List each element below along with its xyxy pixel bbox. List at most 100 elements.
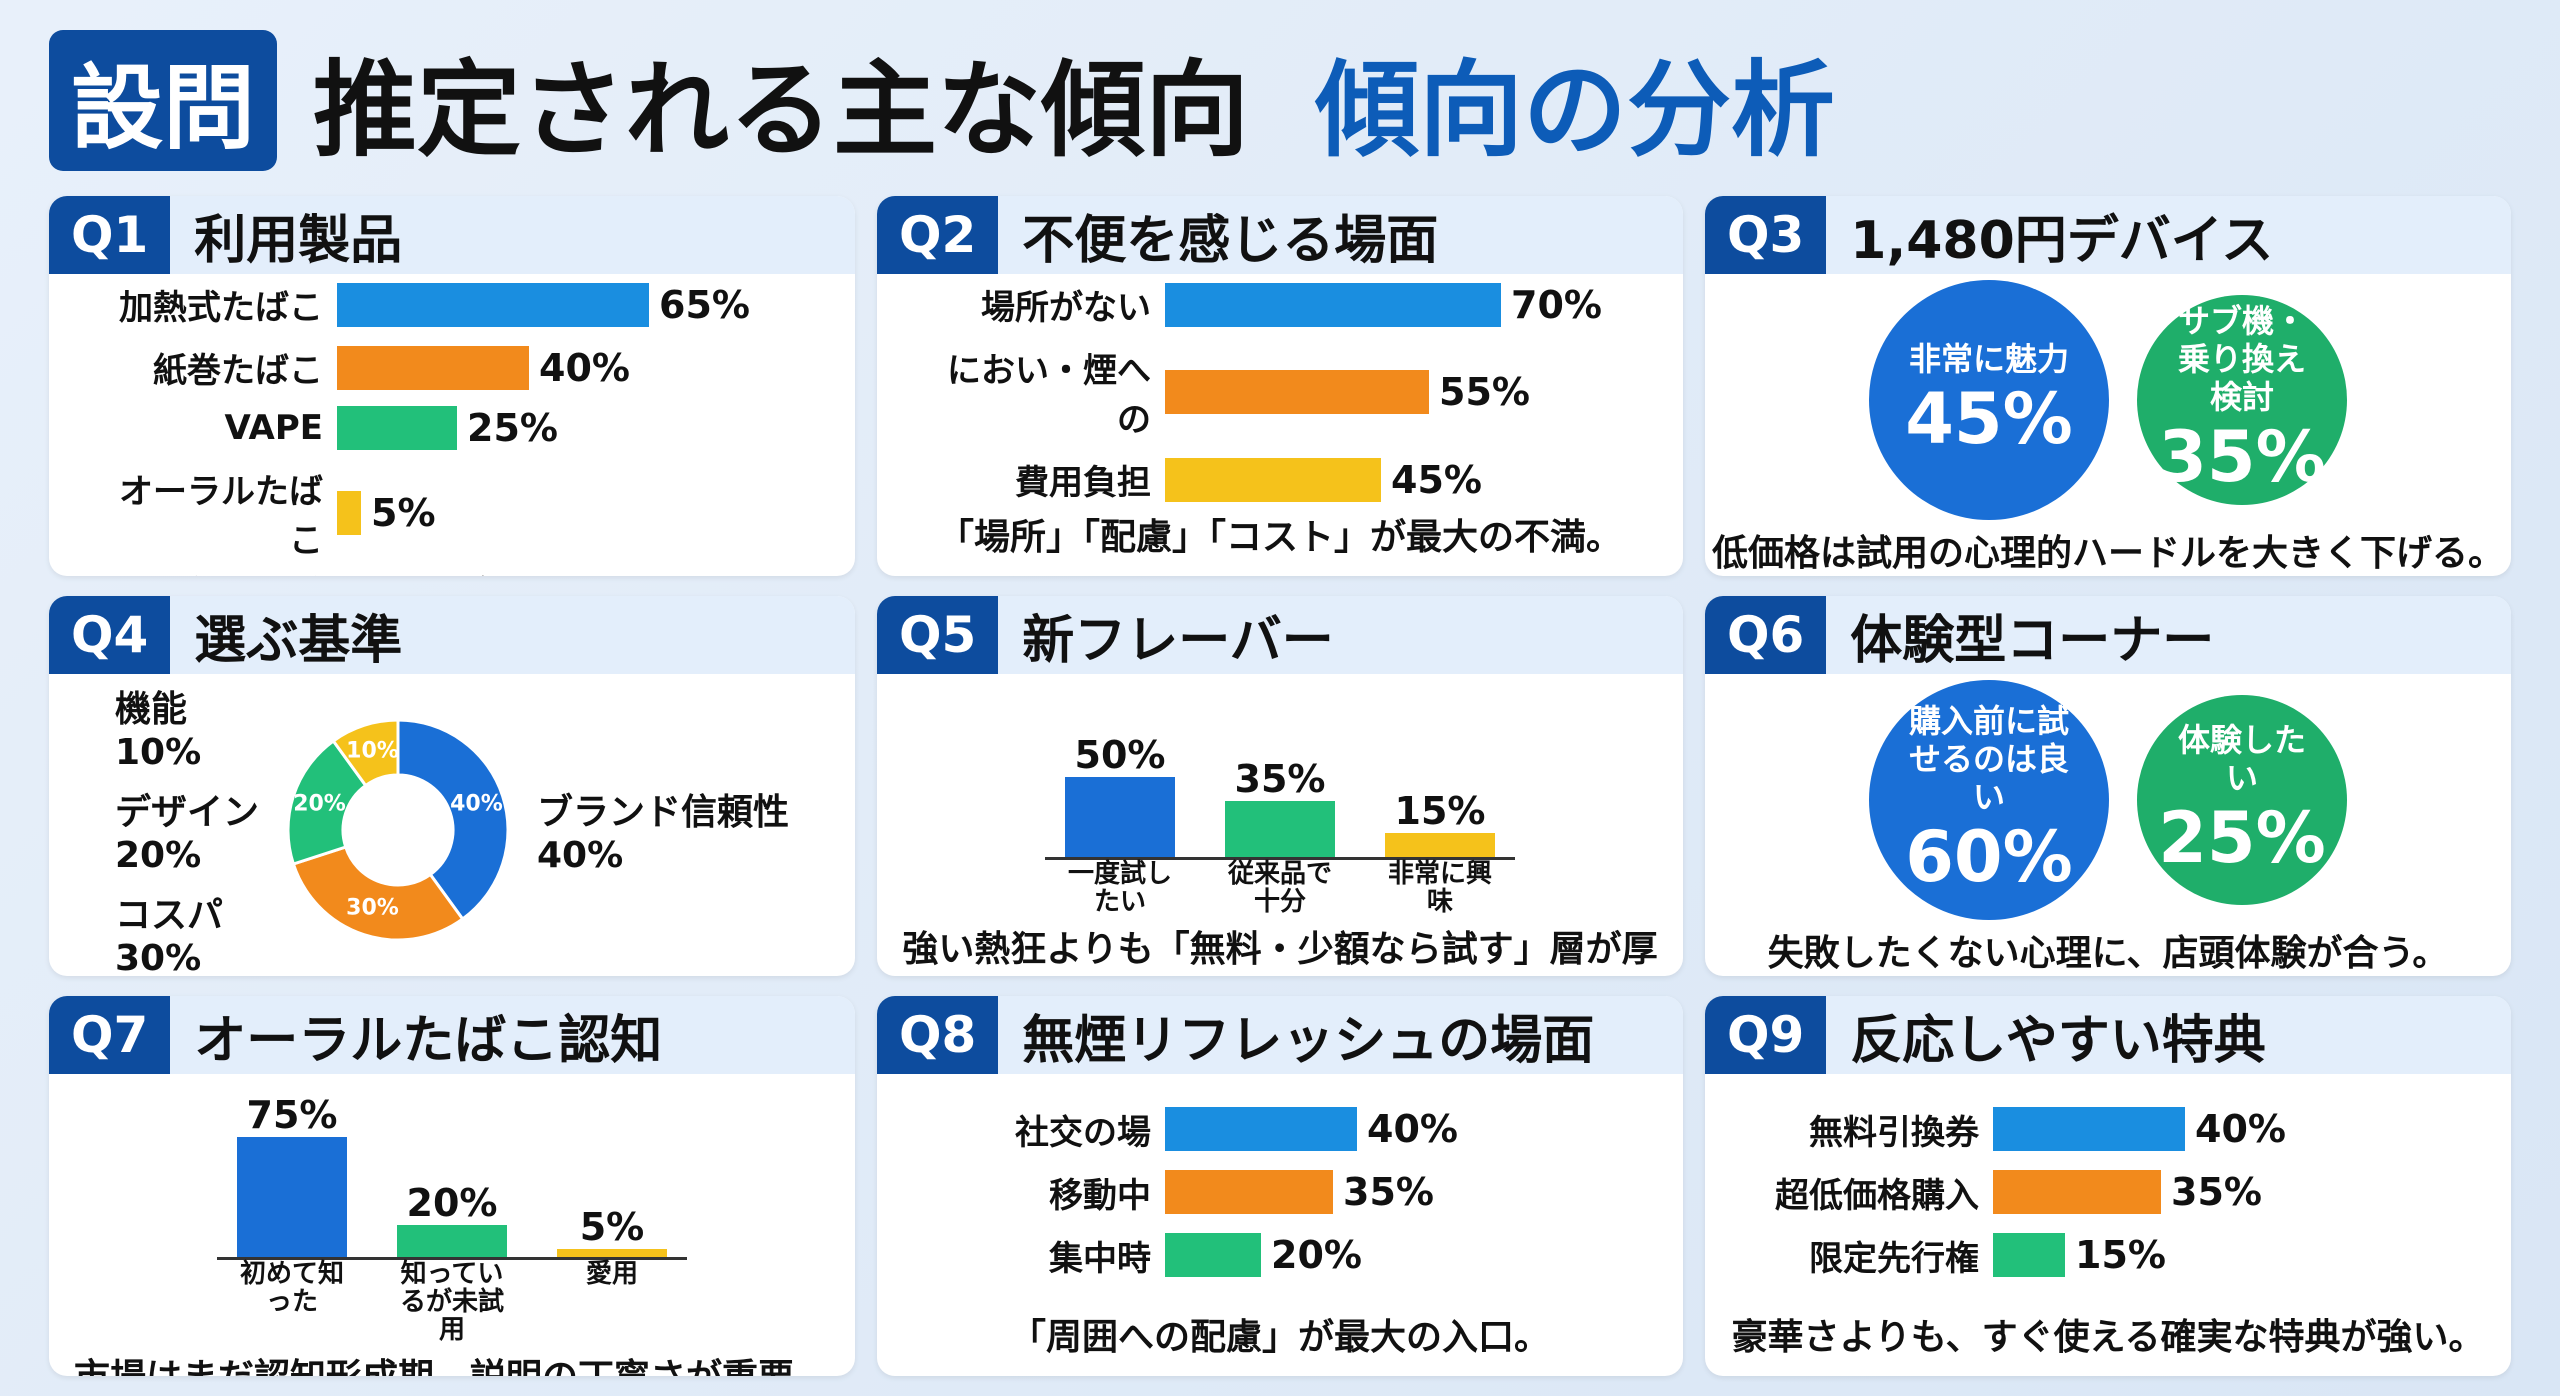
value-label: 75%: [246, 1093, 338, 1137]
bar: [1065, 777, 1175, 857]
bar-row: 無料引換券 40%: [1743, 1105, 2473, 1154]
header-title: 推定される主な傾向: [313, 48, 1250, 171]
stat-value: 25%: [2158, 797, 2326, 879]
card-header: Q8 無煙リフレッシュの場面: [877, 996, 1683, 1074]
card-body: 加熱式たばこ 65% 紙巻たばこ 40% VAPE 25% オーラルたばこ 5%: [49, 274, 855, 568]
card-body: 非常に魅力 45% サブ機・乗り換え検討 35%: [1705, 274, 2511, 526]
header-badge: 設問: [49, 29, 278, 171]
bar: [1993, 1233, 2065, 1277]
card-title: 体験型コーナー: [1850, 610, 2215, 671]
value-label: 50%: [1074, 733, 1166, 777]
category-label: 初めて知った: [239, 1259, 344, 1317]
card-note: 加熱式が中心。複数カテゴリの使い分けも進行。: [49, 568, 855, 576]
card-header: Q1 利用製品: [49, 196, 855, 274]
chart-card: Q4 選ぶ基準 機能 10% デザイン 20% コスパ 30% 40% 30% 20% 10% ブランド…: [49, 596, 855, 976]
category-label: 一度試したい: [1067, 859, 1172, 917]
stat-circle: サブ機・乗り換え検討 35%: [2137, 295, 2347, 505]
bar-track: 35%: [1993, 1170, 2473, 1214]
chart-card: Q1利用製品加熱式たばこ65%紙巻たばこ40%VAPE25%オーラルたばこ5%加…: [49, 196, 855, 576]
value-label: 5%: [579, 1205, 645, 1249]
value-label: 35%: [2171, 1170, 2262, 1214]
chart-card: Q3 1,480円デバイス 非常に魅力 45% サブ機・乗り換え検討 35% 低価格は試用の…: [1705, 196, 2511, 576]
bar-label: 移動中: [1049, 1175, 1151, 1216]
card-header: Q5 新フレーバー: [877, 596, 1683, 674]
bar-row: オーラルたばこ 5%: [87, 464, 817, 562]
bar-label: VAPE: [224, 408, 323, 448]
card-header: Q4 選ぶ基準: [49, 596, 855, 674]
bar-row: 移動中 35%: [915, 1168, 1645, 1217]
legend-entry: コスパ 30%: [115, 886, 259, 976]
bar-row: 場所がない 70%: [915, 280, 1645, 329]
value-label: 20%: [1271, 1233, 1362, 1277]
chart-card: Q8 無煙リフレッシュの場面 社交の場 40% 移動中 35% 集中時 20% 「周囲への配慮」…: [877, 996, 1683, 1376]
bar: [337, 345, 529, 390]
bar-label: 場所がない: [981, 288, 1151, 328]
card-note: 「場所」「配慮」「コスト」が最大の不満。: [937, 517, 1622, 558]
value-label: 35%: [1234, 757, 1326, 801]
bar: [337, 491, 361, 535]
bar-row: 限定先行権 15%: [1743, 1231, 2473, 1280]
bar-row: 集中時 20%: [915, 1231, 1645, 1280]
card-body: 50% 35% 15% 一度試したい 従来品で十分 非常に興味: [877, 674, 1683, 922]
legend-value: 40%: [537, 835, 624, 876]
donut-slice: [331, 717, 400, 788]
question-badge: Q9: [1705, 996, 1827, 1074]
donut-slice: [291, 844, 465, 941]
bar-label: 社交の場: [1015, 1112, 1151, 1153]
bar: [1993, 1170, 2161, 1214]
bar-column: 75%: [237, 1093, 347, 1257]
bar: [397, 1225, 507, 1257]
slice-label: 20%: [293, 791, 346, 816]
legend-entry: ブランド信頼性 40%: [537, 783, 789, 876]
card-body: 場所がない 70% におい・煙への 55% 費用負担 45%: [877, 274, 1683, 510]
bar-track: 55%: [1165, 370, 1645, 414]
bar: [1225, 801, 1335, 857]
stat-value: 60%: [1905, 816, 2073, 898]
question-badge: Q8: [877, 996, 999, 1074]
bar-row: 紙巻たばこ 40%: [87, 343, 817, 392]
bar: [557, 1249, 667, 1257]
bar: [1385, 833, 1495, 857]
bar-label: 集中時: [1049, 1238, 1151, 1279]
card-body: 75% 20% 5% 初めて知った 知っているが未試用 愛用: [49, 1074, 855, 1350]
stat-circle: 非常に魅力 45%: [1869, 280, 2109, 520]
bar-column: 35%: [1225, 757, 1335, 857]
bar-label: 費用負担: [1015, 463, 1151, 503]
card-title: 選ぶ基準: [194, 610, 403, 671]
bar-track: 5%: [337, 491, 817, 535]
bar-label: 限定先行権: [1809, 1238, 1979, 1279]
stat-circle: 購入前に試せるのは良い 60%: [1869, 680, 2109, 920]
legend-category: 機能: [114, 689, 187, 730]
card-title: 1,480円デバイス: [1850, 210, 2274, 271]
stat-category: サブ機・乗り換え検討: [2177, 302, 2306, 416]
header: 設問 推定される主な傾向 傾向の分析: [49, 29, 1835, 171]
chart-card: Q6 体験型コーナー 購入前に試せるのは良い 60% 体験したい 25% 失敗したくない心理…: [1705, 596, 2511, 976]
bar: [237, 1137, 347, 1257]
card-header: Q3 1,480円デバイス: [1705, 196, 2511, 274]
value-label: 5%: [371, 491, 436, 535]
bar-track: 40%: [1165, 1107, 1645, 1151]
bar-track: 25%: [337, 406, 817, 450]
stat-circle: 体験したい 25%: [2137, 695, 2347, 905]
bar-label: 無料引換券: [1809, 1112, 1979, 1153]
bar-track: 65%: [337, 282, 817, 327]
legend-right: ブランド信頼性 40%: [537, 783, 789, 876]
bar: [1165, 1233, 1261, 1277]
value-label: 70%: [1511, 282, 1602, 327]
slice-label: 10%: [346, 738, 399, 763]
bar-row: 費用負担 45%: [915, 455, 1645, 504]
bar-list: 場所がない 70% におい・煙への 55% 費用負担 45%: [915, 280, 1645, 504]
bar: [1993, 1107, 2185, 1151]
card-note: 市場はまだ認知形成期。説明の丁寧さが重要。: [49, 1350, 855, 1376]
chart-card: Q5 新フレーバー 50% 35% 15% 一度試したい 従来品で十分 非常に興味 強い熱狂より…: [877, 596, 1683, 976]
bar: [337, 282, 649, 327]
donut: 40% 30% 20% 10%: [286, 717, 510, 941]
value-label: 65%: [659, 282, 750, 327]
header-subtitle: 傾向の分析: [1315, 48, 1836, 171]
category-label: 知っているが未試用: [399, 1259, 504, 1345]
question-badge: Q5: [877, 596, 999, 674]
category-label: 従来品で十分: [1227, 859, 1332, 917]
stat-category: 購入前に試せるのは良い: [1908, 702, 2069, 816]
bar-track: 20%: [1165, 1233, 1645, 1277]
legend-entry: デザイン 20%: [115, 783, 259, 876]
